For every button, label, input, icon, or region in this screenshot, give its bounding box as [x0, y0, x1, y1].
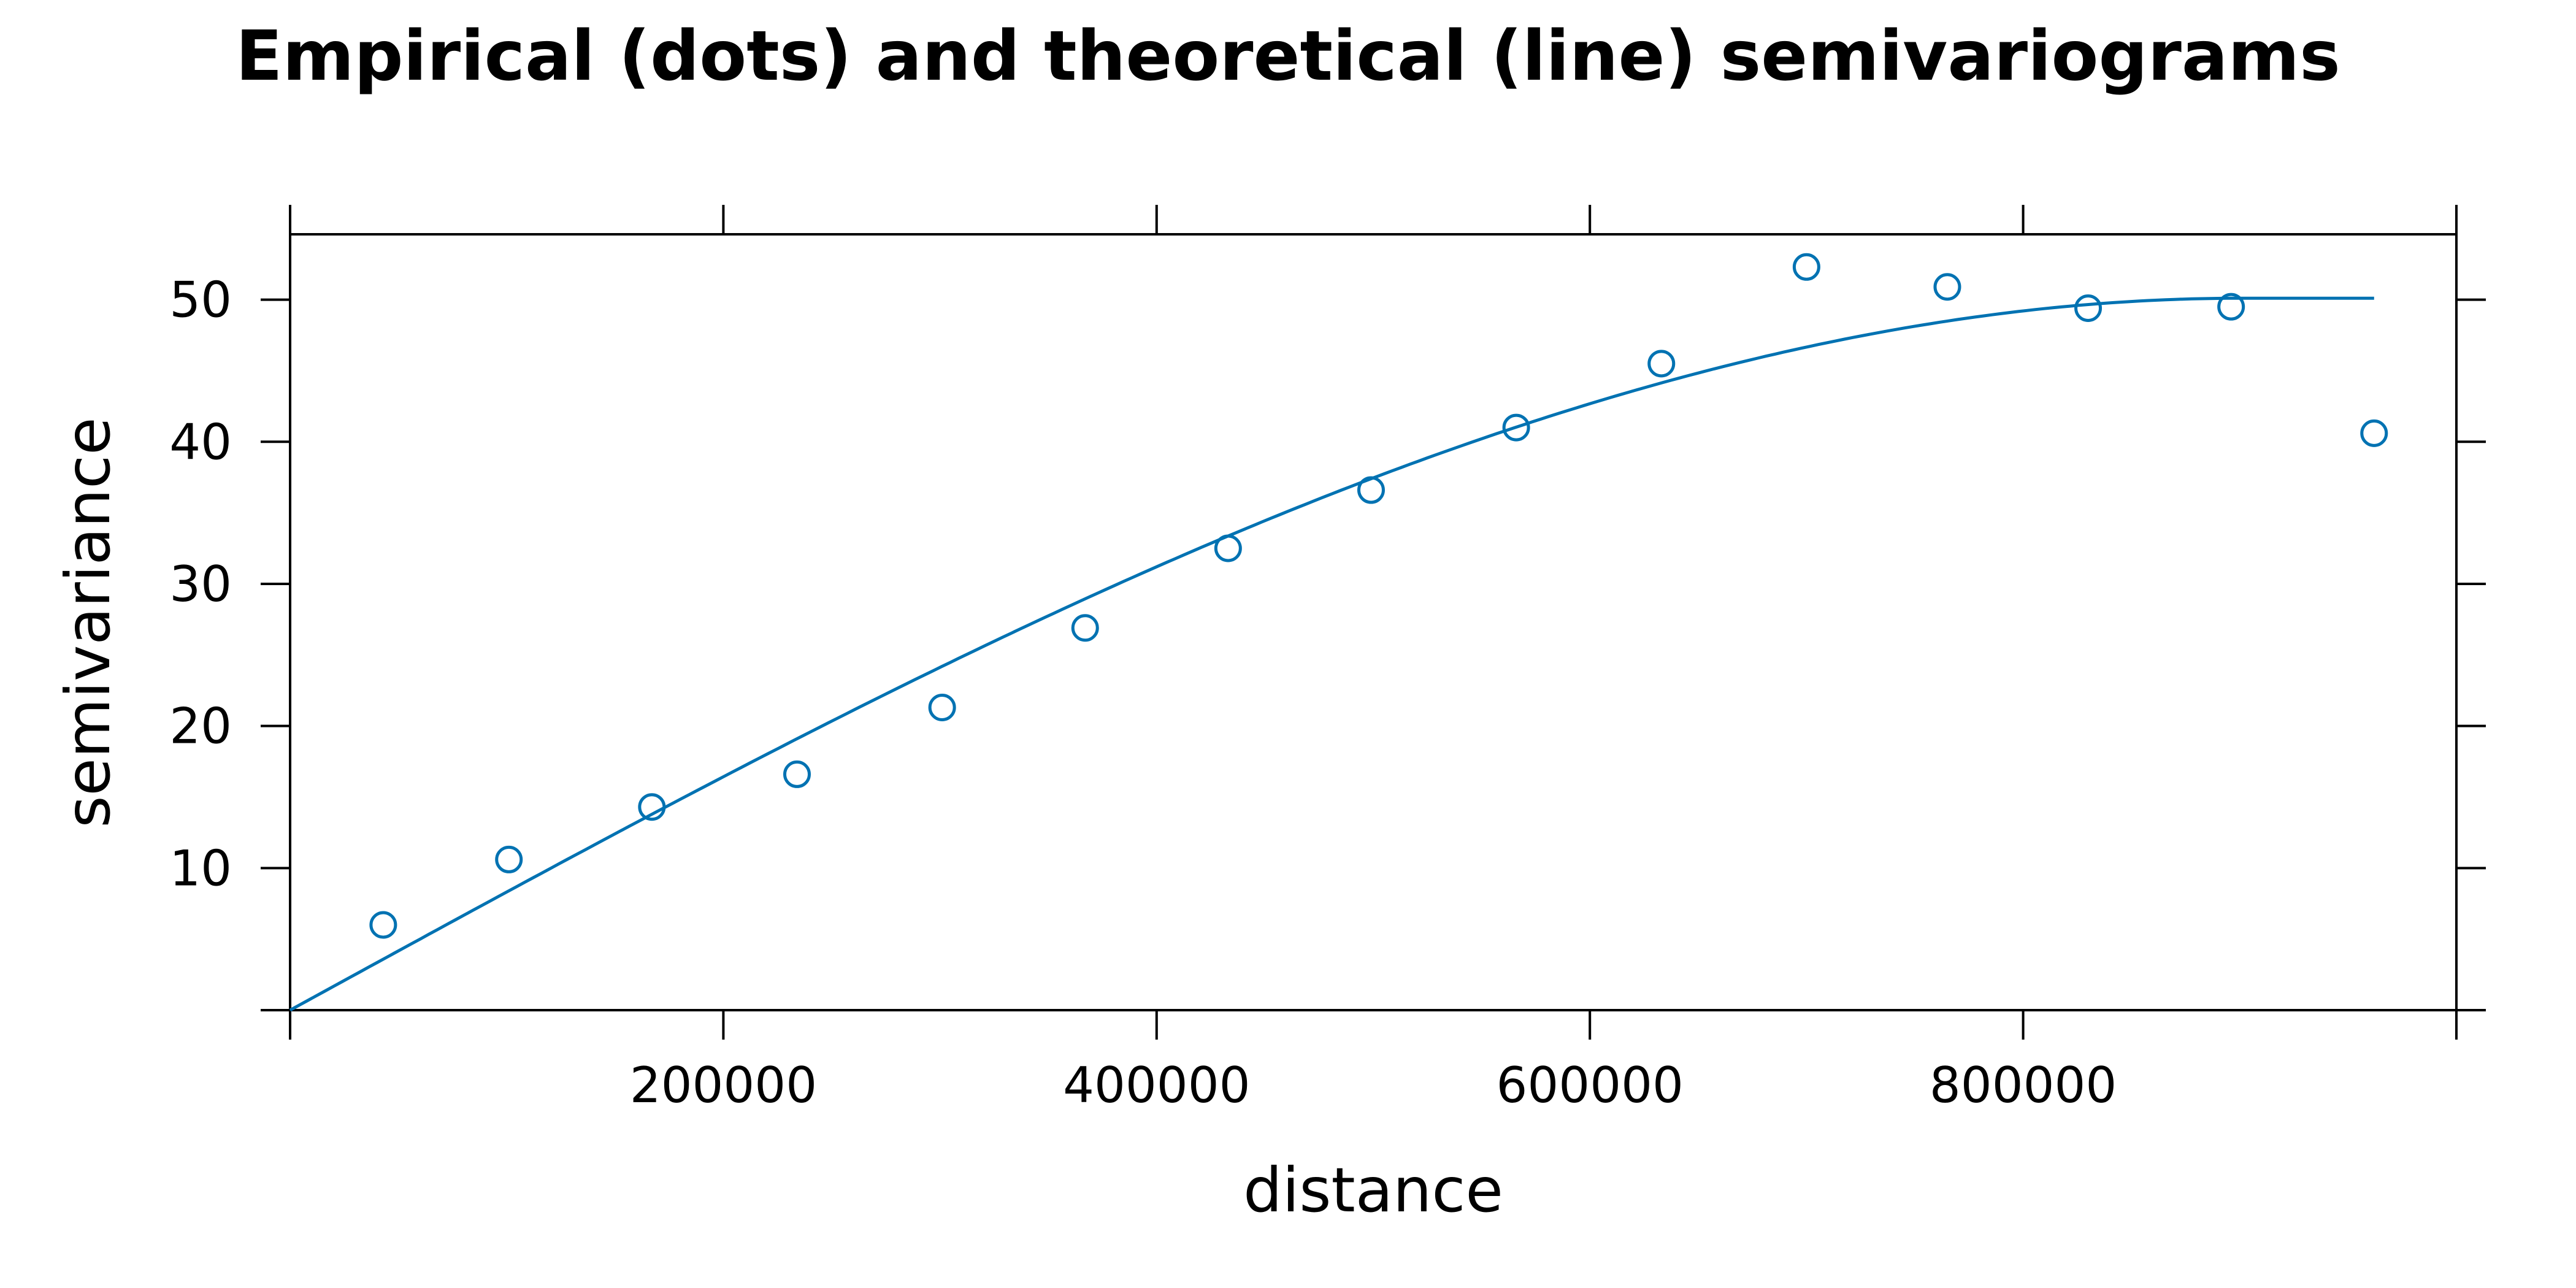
chart-title: Empirical (dots) and theoretical (line) …	[236, 17, 2340, 96]
empirical-point	[1933, 273, 1961, 301]
empirical-point	[1647, 350, 1676, 378]
empirical-point	[638, 793, 666, 821]
x-axis-ticks: 200000 400000 600000 800000	[289, 205, 2458, 1114]
y-tick-label: 50	[169, 272, 232, 329]
empirical-point	[1502, 413, 1530, 442]
empirical-point	[1792, 253, 1820, 281]
y-axis-label: semivariance	[52, 417, 124, 827]
x-tick-label: 400000	[1063, 1057, 1250, 1114]
empirical-point	[1214, 534, 1242, 562]
empirical-point	[2360, 419, 2388, 447]
empirical-point	[1357, 476, 1385, 504]
empirical-point	[495, 845, 523, 873]
empirical-point	[783, 760, 811, 788]
empirical-point	[928, 694, 956, 722]
x-tick-label: 600000	[1497, 1057, 1684, 1114]
x-axis-label: distance	[1243, 1154, 1503, 1226]
x-tick-label: 800000	[1930, 1057, 2117, 1114]
empirical-point	[1071, 614, 1099, 642]
empirical-point	[2074, 294, 2103, 322]
y-tick-label: 30	[169, 556, 232, 613]
empirical-point	[369, 911, 397, 939]
plot-frame	[289, 233, 2458, 1011]
theoretical-semivariogram-line	[289, 296, 2374, 1012]
y-axis-ticks: 10 20 30 40 50	[169, 272, 2486, 1011]
y-tick-label: 40	[169, 413, 232, 470]
x-tick-label: 200000	[630, 1057, 817, 1114]
y-tick-label: 20	[169, 698, 232, 755]
y-tick-label: 10	[169, 840, 232, 897]
empirical-point	[2217, 293, 2245, 321]
empirical-semivariogram-points	[369, 253, 2388, 939]
